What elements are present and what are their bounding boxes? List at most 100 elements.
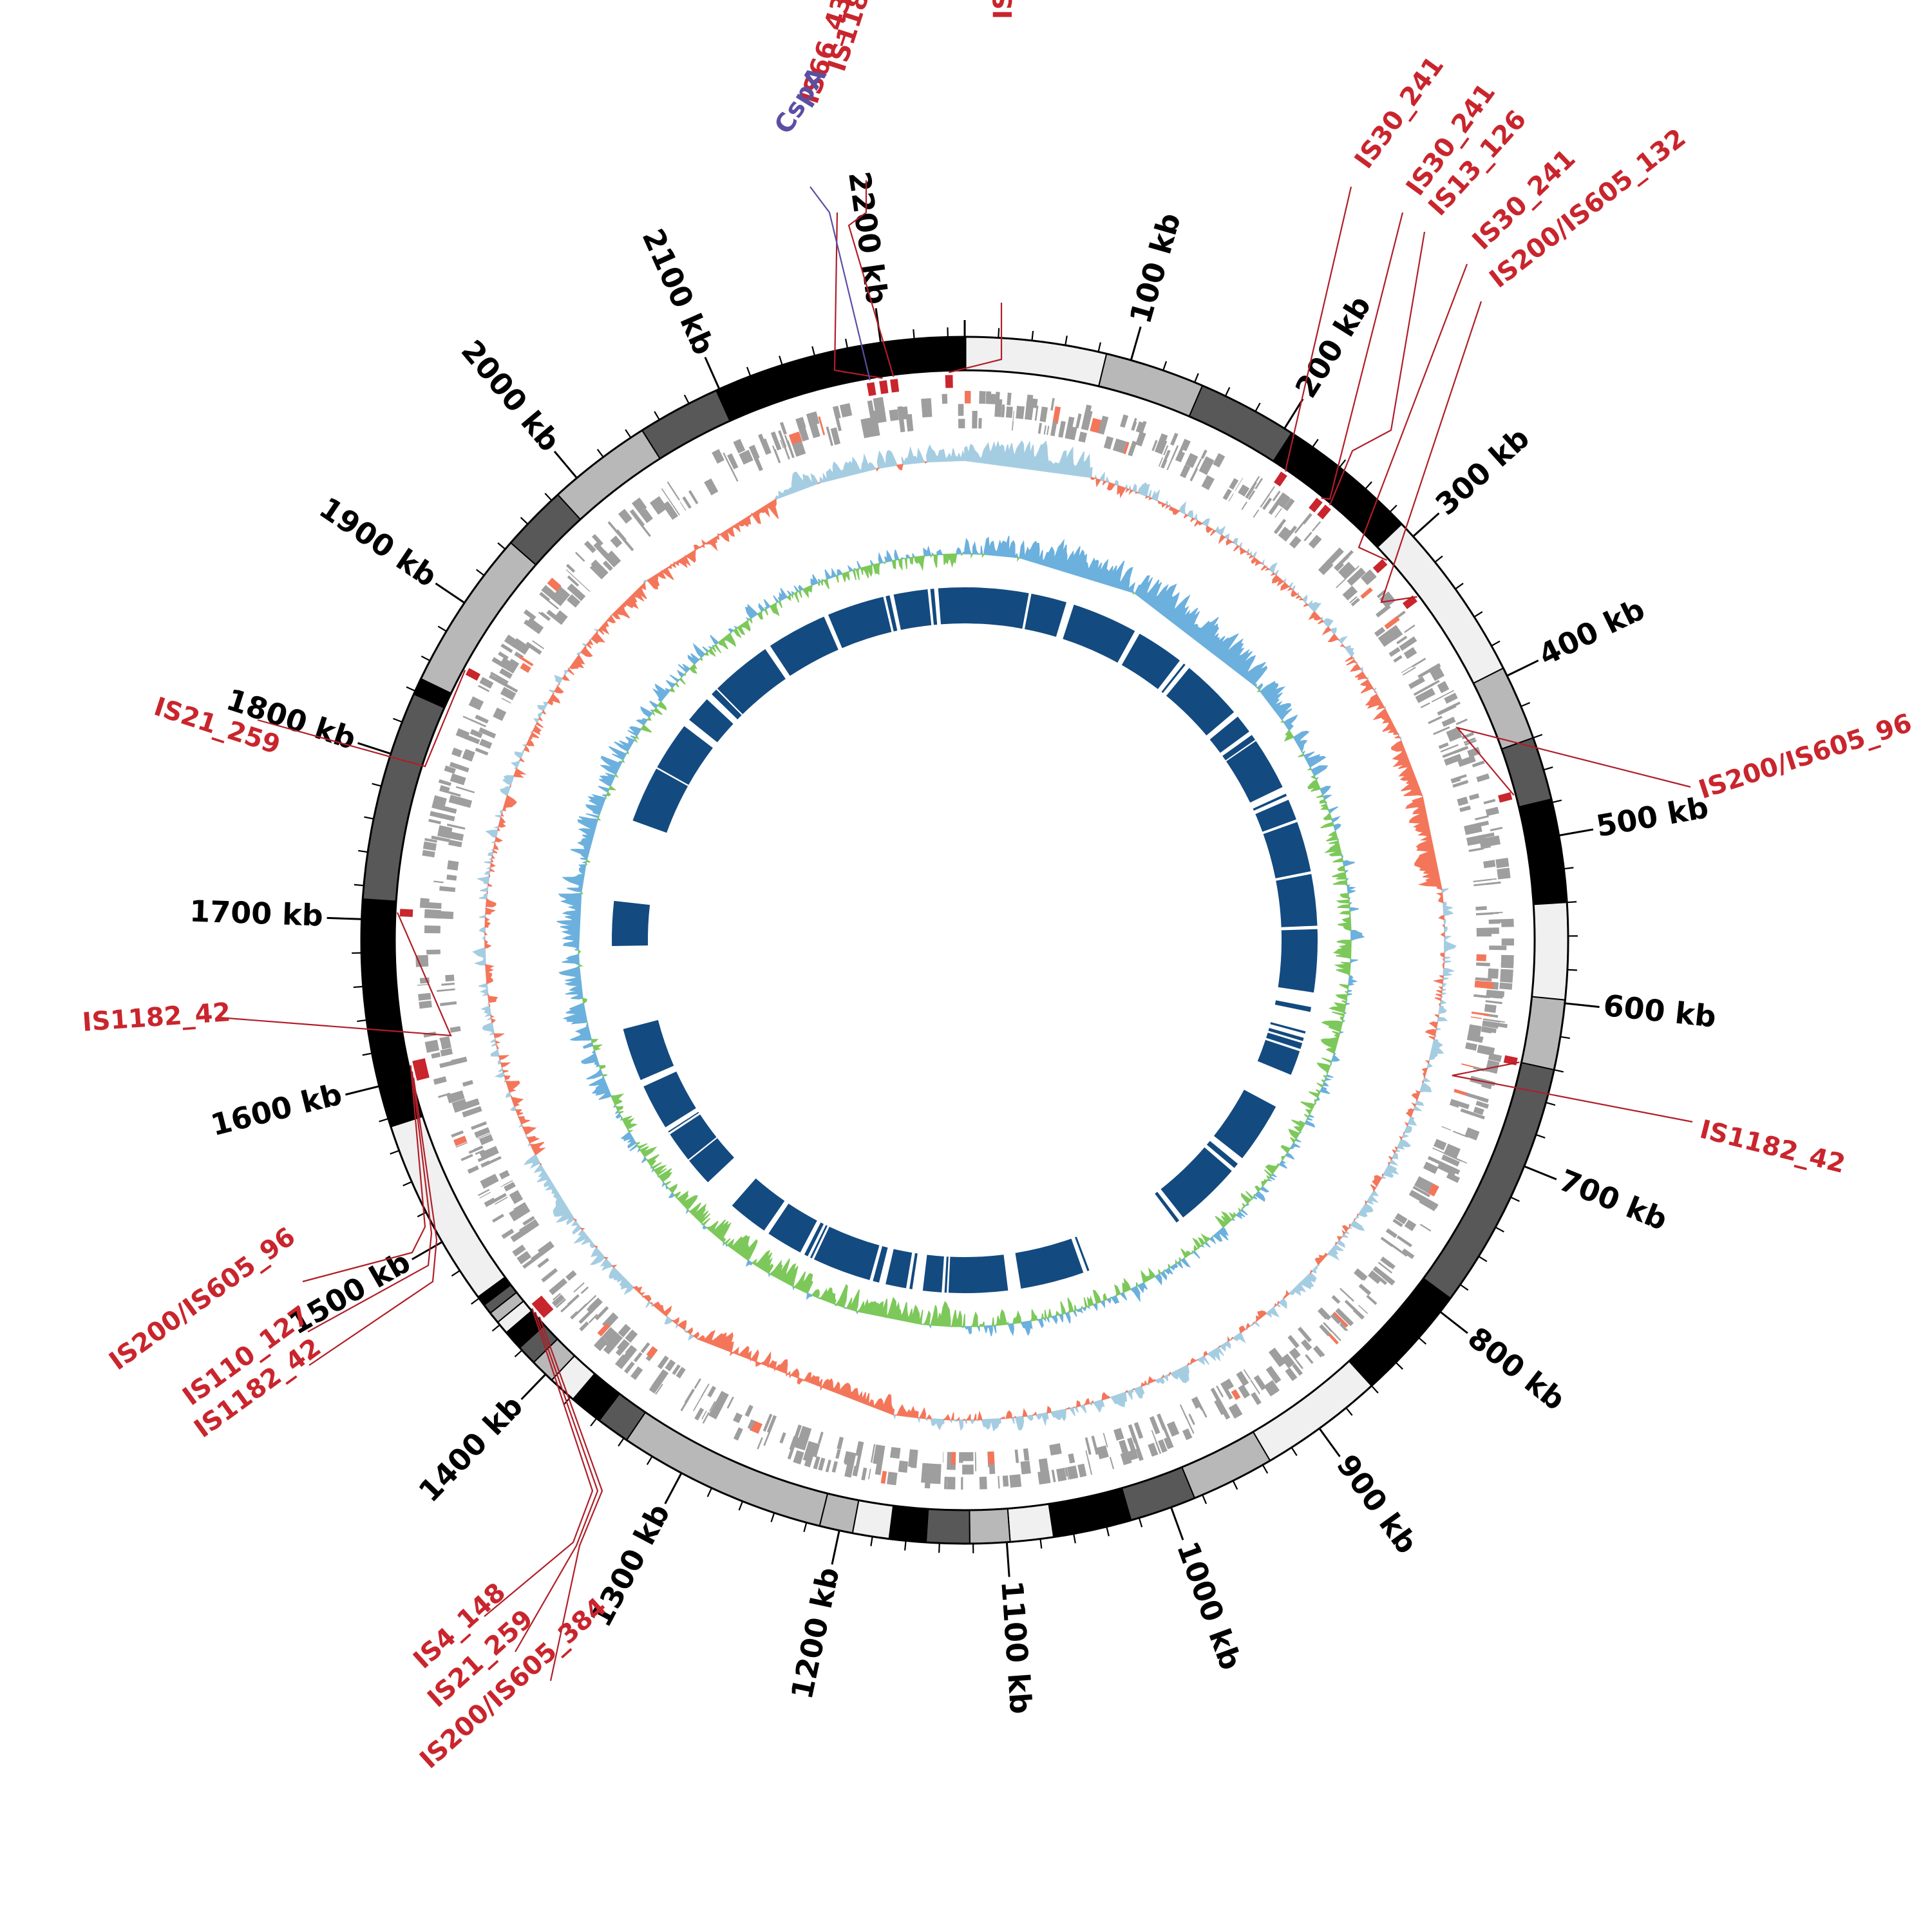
is-marker[interactable] <box>866 382 876 396</box>
annotation-leader <box>302 1065 426 1283</box>
inner-block <box>1209 716 1249 753</box>
inner-block <box>1257 1039 1300 1075</box>
ruler-minor-tick <box>1434 555 1443 563</box>
cds-feature <box>1449 1099 1461 1108</box>
annotation-leader <box>1358 263 1468 561</box>
cds-feature <box>1037 422 1042 434</box>
is-marker[interactable] <box>399 909 413 917</box>
ruler-minor-tick <box>406 686 416 692</box>
cds-feature <box>623 540 634 551</box>
is-marker[interactable] <box>1309 497 1323 513</box>
is-marker[interactable] <box>535 1299 550 1314</box>
annotation-leader <box>1321 212 1404 500</box>
is-marker[interactable] <box>1372 559 1388 574</box>
cds-feature <box>498 1170 510 1180</box>
cds-feature <box>1393 655 1403 663</box>
tick-label-leader <box>1581 1004 1600 1009</box>
cds-feature <box>1250 1379 1261 1395</box>
ruler-minor-tick <box>1039 1539 1043 1549</box>
cds-feature <box>462 748 475 762</box>
cds-feature <box>1497 867 1511 880</box>
is-marker[interactable] <box>465 668 481 681</box>
cds-feature <box>487 1177 499 1186</box>
ruler-minor-tick <box>590 1417 598 1426</box>
cds-feature <box>861 1467 867 1481</box>
tick-label-text: 700 kb <box>1555 1162 1672 1237</box>
inner-block <box>770 616 838 676</box>
annotation-a1[interactable]: IS200/IS605_449 <box>949 0 1018 374</box>
cds-feature <box>1361 569 1377 585</box>
tick-label-leader <box>1452 1321 1468 1334</box>
cds-feature <box>1431 695 1444 703</box>
is-marker[interactable] <box>538 1303 554 1318</box>
cds-feature <box>868 1468 871 1480</box>
ruler-major-tick <box>450 592 466 604</box>
cds-feature <box>1340 1323 1349 1332</box>
cds-feature <box>565 564 576 573</box>
inner-block <box>930 589 938 625</box>
is-marker[interactable] <box>415 1070 430 1081</box>
cds-feature <box>1415 688 1435 703</box>
annotation-a6[interactable]: IS30_241 <box>1321 78 1502 500</box>
cds-feature <box>447 860 459 871</box>
cds-feature <box>1235 477 1244 491</box>
cds-feature <box>744 1405 753 1417</box>
cds-feature <box>629 509 645 527</box>
cds-feature <box>1476 954 1486 961</box>
tick-label-leader <box>704 357 714 374</box>
is-marker[interactable] <box>879 380 889 394</box>
cds-feature <box>1170 432 1179 446</box>
cds-feature <box>1151 440 1158 451</box>
cds-feature <box>1103 1433 1108 1448</box>
cds-feature <box>1253 1374 1267 1391</box>
cds-feature <box>478 685 490 692</box>
cds-feature <box>1464 1127 1480 1141</box>
is-marker[interactable] <box>890 379 900 393</box>
ruler-segment <box>1007 1503 1055 1543</box>
cds-feature <box>592 535 603 546</box>
cds-feature <box>479 1134 494 1146</box>
is-marker[interactable] <box>1273 471 1287 487</box>
cds-feature <box>1016 406 1025 419</box>
cds-feature <box>547 577 562 592</box>
cds-feature <box>1162 1425 1170 1439</box>
cds-feature <box>1335 1308 1353 1325</box>
cds-feature <box>464 734 480 744</box>
ruler-segment <box>1518 798 1568 905</box>
ruler-minor-tick <box>1031 330 1034 341</box>
cds-feature <box>1441 1154 1460 1167</box>
ruler-minor-tick <box>1455 582 1464 590</box>
tick-label-text: 900 kb <box>1330 1448 1425 1560</box>
ruler-major-tick <box>1005 1542 1009 1559</box>
cds-feature <box>1260 493 1270 508</box>
cds-feature <box>1180 464 1191 478</box>
cds-feature <box>791 440 806 457</box>
tick-label-leader <box>1134 326 1142 345</box>
ruler-minor-tick <box>491 1324 500 1332</box>
is-marker[interactable] <box>945 375 953 388</box>
annotation-a5[interactable]: IS30_241 <box>1285 51 1450 472</box>
cds-feature <box>477 1133 491 1139</box>
cds-feature <box>1131 421 1137 431</box>
cds-feature <box>779 422 788 435</box>
is-marker[interactable] <box>1498 792 1513 803</box>
cds-feature <box>625 1329 638 1343</box>
cds-feature <box>1338 562 1356 580</box>
cds-feature <box>1467 1034 1479 1041</box>
cds-feature <box>1119 1439 1129 1454</box>
cds-feature <box>788 431 802 445</box>
inner-block <box>712 689 742 720</box>
is-marker[interactable] <box>1317 504 1331 520</box>
cds-feature <box>1007 392 1012 406</box>
cds-feature <box>947 1477 956 1490</box>
cds-feature <box>1450 1166 1461 1175</box>
cds-feature <box>1305 1354 1314 1364</box>
cds-feature <box>1123 442 1130 455</box>
is-marker[interactable] <box>1402 595 1417 609</box>
is-marker[interactable] <box>531 1295 547 1310</box>
cds-feature <box>694 1378 701 1389</box>
cds-feature <box>1477 1045 1495 1056</box>
cds-feature <box>1420 1195 1439 1209</box>
cds-feature <box>546 609 564 625</box>
ruler-major-tick <box>345 917 362 920</box>
